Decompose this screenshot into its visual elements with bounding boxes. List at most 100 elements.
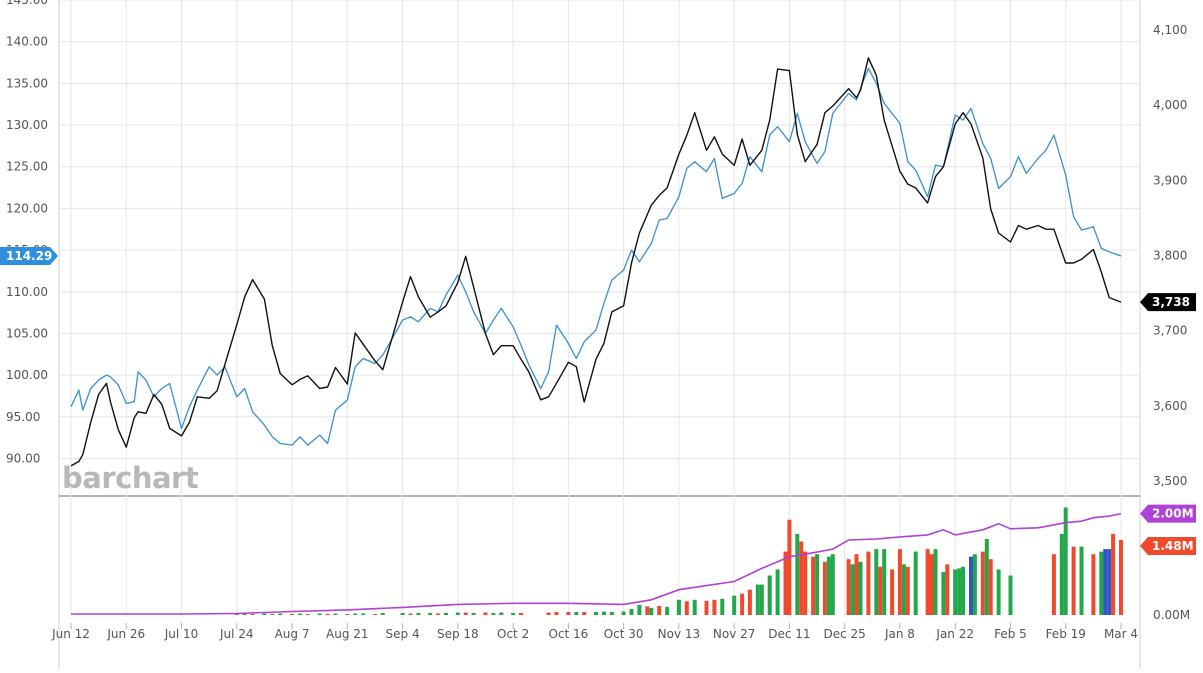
x-tick-label: Feb 19 bbox=[1046, 627, 1086, 641]
volume-bar bbox=[380, 613, 385, 615]
volume-bar bbox=[250, 614, 255, 615]
volume-bar bbox=[345, 614, 350, 615]
price-series-line bbox=[70, 67, 1122, 446]
x-tick-label: Sep 18 bbox=[437, 627, 479, 641]
volume-current-value-badge bbox=[1140, 536, 1196, 555]
y-left-tick-label: 110.00 bbox=[6, 285, 48, 299]
volume-bar bbox=[740, 593, 745, 615]
x-tick-label: Sep 4 bbox=[386, 627, 420, 641]
volume-bar bbox=[471, 613, 476, 615]
volume-bar bbox=[1071, 546, 1076, 615]
x-tick-label: Jun 12 bbox=[51, 627, 90, 641]
volume-sma-line bbox=[71, 512, 1122, 615]
volume-bar bbox=[499, 612, 504, 615]
volume-current-value-text: 1.48M bbox=[1152, 539, 1194, 553]
volume-bar bbox=[1119, 540, 1123, 615]
volume-bar bbox=[463, 612, 468, 615]
y-left-tick-label: 90.00 bbox=[6, 451, 40, 465]
value-badges: 114.29 3,738 2.00M 1.48M bbox=[0, 247, 1196, 555]
y-left-tick-label: 100.00 bbox=[6, 368, 48, 382]
volume-bar bbox=[278, 613, 283, 615]
x-tick-label: Oct 16 bbox=[548, 627, 588, 641]
y-right-tick-label: 4,000 bbox=[1153, 98, 1187, 112]
x-tick-label: Jul 24 bbox=[219, 627, 254, 641]
y-left-tick-label: 140.00 bbox=[6, 35, 48, 49]
x-tick-label: Jul 10 bbox=[164, 627, 199, 641]
x-tick-label: Oct 30 bbox=[604, 627, 644, 641]
price-series bbox=[70, 57, 1122, 467]
volume-bar bbox=[822, 561, 827, 615]
volume-bar bbox=[629, 608, 634, 615]
volume-bar bbox=[957, 568, 962, 615]
x-tick-label: Aug 21 bbox=[326, 627, 369, 641]
volume-bar bbox=[826, 556, 831, 615]
x-tick-label: Jan 22 bbox=[935, 627, 974, 641]
volume-bar bbox=[969, 556, 973, 615]
volume-bar bbox=[767, 575, 772, 615]
volume-bar bbox=[1008, 575, 1013, 615]
volume-bar bbox=[830, 554, 835, 615]
volume-sma-value-badge bbox=[1140, 504, 1196, 523]
volume-bar bbox=[1051, 554, 1056, 615]
y-right-tick-label: 3,600 bbox=[1153, 399, 1187, 413]
volume-bar bbox=[519, 613, 523, 615]
last-price-left-text: 114.29 bbox=[6, 249, 52, 263]
volume-bar bbox=[1063, 507, 1068, 615]
volume-bar bbox=[428, 613, 433, 615]
volume-bar bbox=[732, 595, 737, 615]
volume-bar bbox=[941, 571, 946, 615]
volume-bar bbox=[645, 606, 650, 615]
volume-bar bbox=[297, 613, 302, 615]
volume-bar bbox=[582, 612, 587, 615]
volume-bar bbox=[574, 612, 579, 615]
volume-bar bbox=[925, 549, 930, 615]
volume-bar bbox=[795, 533, 800, 615]
volume-bar bbox=[317, 613, 322, 615]
volume-bar bbox=[444, 613, 448, 615]
volume-bar bbox=[657, 605, 662, 615]
volume-bar bbox=[759, 584, 764, 615]
volume-bar bbox=[400, 613, 405, 615]
volume-bar bbox=[333, 613, 338, 615]
volume-bar bbox=[988, 559, 993, 615]
volume-bar bbox=[972, 554, 977, 615]
volume-bar bbox=[815, 554, 820, 615]
brand-wordmark: barchart bbox=[62, 461, 199, 495]
y-right-tick-label: 3,800 bbox=[1153, 249, 1187, 263]
volume-bar bbox=[878, 566, 883, 615]
volume-bar bbox=[665, 606, 670, 615]
volume-bar bbox=[854, 554, 859, 615]
volume-sma-value-text: 2.00M bbox=[1152, 507, 1194, 521]
volume-bar bbox=[649, 607, 654, 615]
volume-bar bbox=[290, 614, 295, 615]
volume-bar bbox=[945, 564, 950, 615]
volume-bar bbox=[1091, 554, 1096, 615]
volume-bar bbox=[455, 612, 460, 615]
y-left-tick-label: 120.00 bbox=[6, 201, 48, 215]
last-index-right-badge bbox=[1140, 293, 1196, 312]
volume-bar bbox=[270, 614, 275, 615]
volume-bar bbox=[416, 613, 421, 615]
volume-bar bbox=[554, 612, 559, 615]
volume-bar bbox=[1059, 533, 1064, 615]
volume-bar bbox=[1111, 533, 1116, 615]
volume-bar bbox=[594, 612, 598, 615]
volume-bar bbox=[866, 551, 871, 615]
volume-bar bbox=[1079, 546, 1084, 615]
volume-bar bbox=[684, 601, 689, 615]
volume-bar bbox=[961, 566, 966, 615]
y-left-tick-label: 145.00 bbox=[6, 0, 48, 7]
volume-bar bbox=[609, 612, 614, 615]
volume-bar bbox=[262, 613, 267, 615]
grid-lines bbox=[58, 0, 1141, 669]
y-right-tick-label: 3,700 bbox=[1153, 324, 1187, 338]
x-tick-label: Jan 8 bbox=[884, 627, 915, 641]
volume-bar bbox=[953, 569, 958, 615]
x-tick-label: Jun 26 bbox=[106, 627, 145, 641]
x-tick-label: Aug 7 bbox=[275, 627, 310, 641]
volume-bar bbox=[408, 613, 413, 615]
volume-bar bbox=[905, 566, 910, 615]
x-tick-label: Mar 4 bbox=[1104, 627, 1138, 641]
volume-bar bbox=[637, 604, 642, 615]
